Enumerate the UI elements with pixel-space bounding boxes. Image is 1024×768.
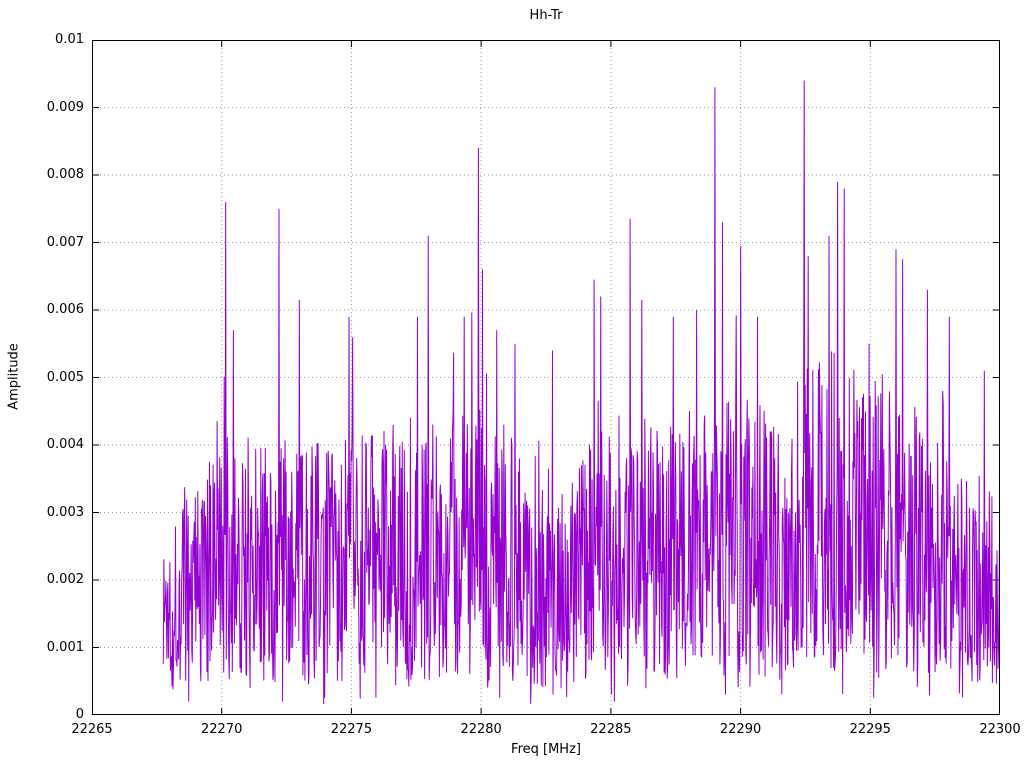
y-tick-label: 0.002 (46, 572, 84, 587)
x-tick-label: 22265 (71, 722, 113, 737)
x-tick-label: 22270 (201, 722, 243, 737)
y-tick-label: 0.001 (46, 639, 84, 655)
x-tick-label: 22275 (330, 722, 373, 737)
x-tick-label: 22290 (719, 722, 762, 737)
chart-title: Hh-Tr (529, 8, 563, 23)
x-tick-label: 22285 (590, 722, 632, 737)
y-tick-label: 0.004 (46, 437, 84, 452)
x-tick-label: 22280 (460, 722, 502, 737)
y-tick-label: 0.007 (46, 234, 84, 250)
plot-area (91, 39, 1001, 716)
plot-svg (91, 39, 1001, 716)
y-tick-label: 0.01 (55, 32, 84, 47)
x-tick-label: 22295 (849, 722, 891, 737)
y-tick-label: 0.005 (46, 369, 84, 385)
y-tick-label: 0.006 (46, 302, 84, 317)
y-tick-label: 0.009 (46, 99, 84, 115)
y-tick-label: 0.008 (46, 167, 84, 182)
y-tick-label: 0 (75, 707, 84, 722)
plot-border (92, 40, 1000, 715)
spectrum-trace (162, 80, 1001, 705)
x-axis-label: Freq [MHz] (511, 742, 581, 757)
x-tick-label: 22300 (979, 722, 1021, 737)
y-tick-label: 0.003 (46, 504, 84, 520)
